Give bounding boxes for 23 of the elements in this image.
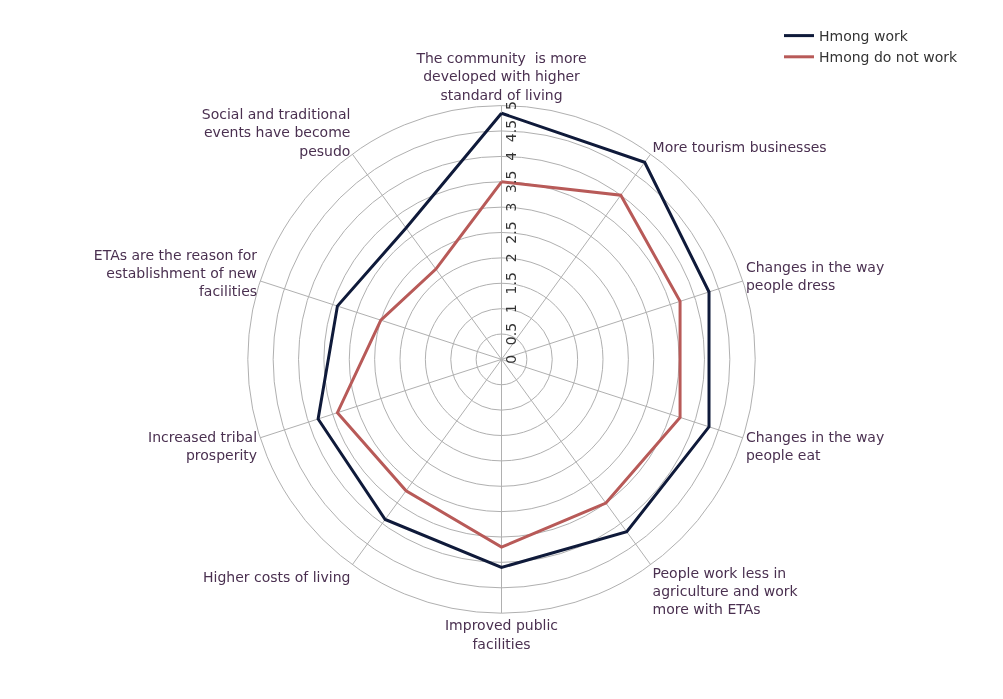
spoke-label: More tourism businesses — [652, 139, 827, 156]
legend-label: Hmong do not work — [819, 49, 958, 66]
y-tick-label: 2 — [503, 253, 519, 263]
spoke-label: The community is more developed with higher standard of living — [415, 50, 587, 103]
y-tick-label: 1.5 — [503, 272, 519, 295]
spoke-label: ETAs are the reason for establishment of new facilities — [93, 246, 258, 300]
spoke-label: Social and traditional events have become pesudo — [201, 106, 351, 159]
y-tick-label: 1 — [503, 304, 519, 314]
y-tick-label: 0.5 — [503, 322, 519, 346]
spoke-label: Increased tribal prosperity — [147, 428, 258, 463]
spoke-label: Changes in the way people eat — [745, 428, 885, 463]
y-tick-label: 4.5 — [503, 119, 519, 143]
spoke-label: People work less in agriculture and work more with ETAs — [652, 565, 799, 618]
spoke-label: Higher costs of living — [202, 568, 351, 585]
spoke-label: Improved public facilities — [444, 617, 559, 652]
legend-label: Hmong work — [819, 28, 909, 45]
y-tick-label: 2.5 — [503, 221, 519, 244]
spoke-label: Changes in the way people dress — [745, 258, 885, 294]
y-tick-label: 5 — [503, 101, 519, 111]
y-tick-label: 3.5 — [503, 170, 519, 193]
y-tick-label: 4 — [503, 151, 519, 161]
y-tick-label: 0 — [503, 354, 519, 364]
y-tick-label: 3 — [503, 202, 519, 212]
